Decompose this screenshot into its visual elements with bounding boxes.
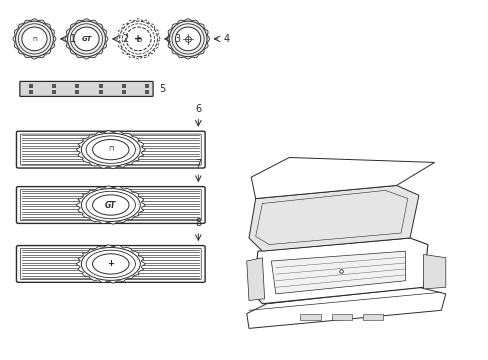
Text: +: + [134,34,142,44]
Bar [362,314,383,320]
Ellipse shape [175,27,200,51]
Ellipse shape [81,133,140,166]
Ellipse shape [86,191,135,219]
Polygon shape [248,185,418,251]
Ellipse shape [92,195,129,215]
Polygon shape [77,186,145,224]
Polygon shape [251,157,434,199]
Text: 4: 4 [223,34,229,44]
Text: 6: 6 [195,104,201,114]
Text: ⊓: ⊓ [108,147,113,153]
Text: 5: 5 [159,84,165,94]
Polygon shape [77,131,145,169]
Text: GT: GT [81,36,91,42]
Polygon shape [13,19,56,59]
FancyBboxPatch shape [20,81,153,96]
FancyBboxPatch shape [17,131,204,168]
Polygon shape [271,251,405,294]
Text: ⊓: ⊓ [32,37,37,42]
Ellipse shape [92,254,129,274]
Text: 7: 7 [195,159,201,170]
Text: +: + [107,260,114,269]
FancyBboxPatch shape [17,246,204,282]
Text: 3: 3 [174,34,180,44]
Ellipse shape [74,27,99,51]
Polygon shape [423,255,445,289]
Text: 2: 2 [122,34,128,44]
Ellipse shape [125,27,151,51]
Bar [300,314,320,320]
Ellipse shape [86,250,135,278]
Bar [331,314,351,320]
Ellipse shape [81,189,140,221]
Polygon shape [253,238,427,304]
Polygon shape [166,19,209,59]
Text: 1: 1 [70,34,76,44]
Text: 8: 8 [195,219,201,228]
Polygon shape [77,245,145,283]
Ellipse shape [22,27,47,51]
Polygon shape [65,19,108,59]
FancyBboxPatch shape [17,186,204,224]
Polygon shape [246,258,264,301]
Polygon shape [246,287,445,328]
Ellipse shape [86,136,135,163]
Ellipse shape [92,139,129,160]
Text: GT: GT [105,201,116,210]
Ellipse shape [81,248,140,280]
